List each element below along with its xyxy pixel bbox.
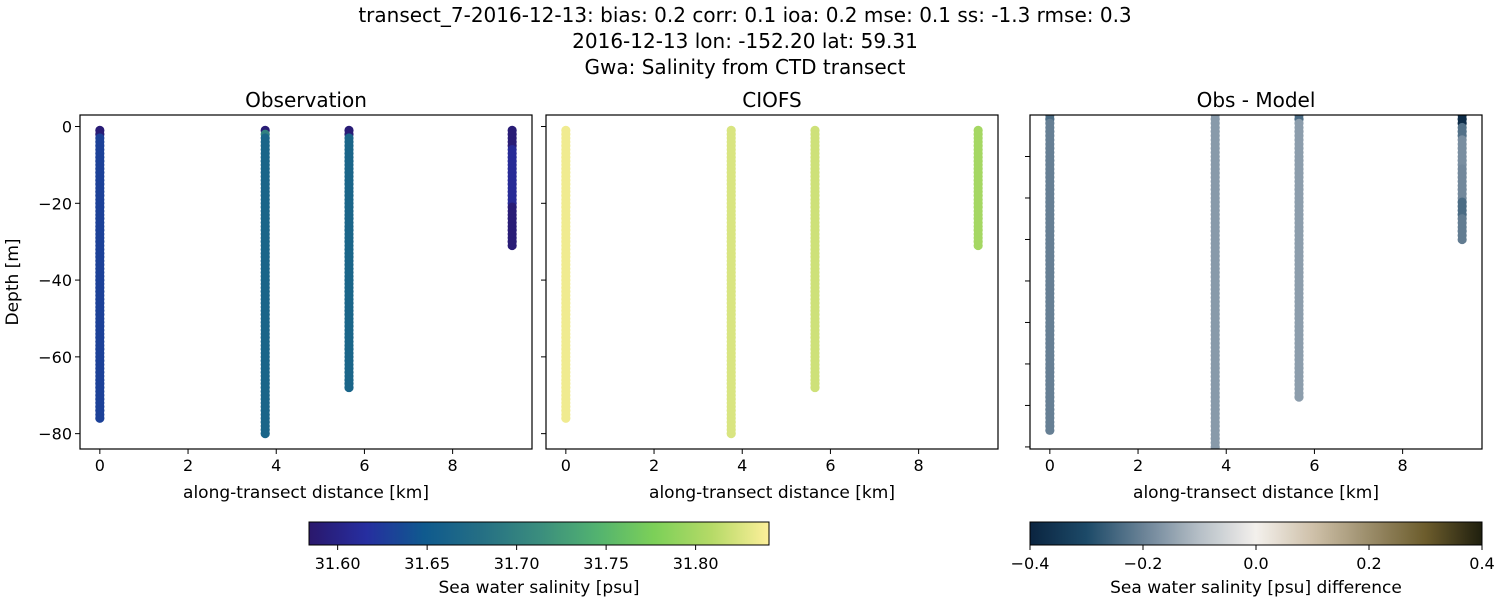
colorbar-label: Sea water salinity [psu]: [439, 578, 640, 598]
colorbar-tick-label: 31.80: [673, 554, 719, 573]
panel-title: Observation: [245, 88, 367, 112]
data-point: [1211, 451, 1220, 460]
x-tick-label: 4: [271, 456, 281, 475]
axes-frame: [79, 114, 533, 450]
panel-1: CIOFS 0 2 4 6 8 along-transect distance [km]: [541, 88, 999, 503]
colorbar-tick-label: 0.4: [1469, 554, 1494, 573]
data-points: [561, 125, 983, 439]
data-point: [95, 413, 105, 423]
x-tick-label: 8: [1398, 456, 1408, 475]
data-points: [95, 125, 517, 439]
colorbar-tick-label: 31.75: [583, 554, 629, 573]
colorbar-tick-label: −0.2: [1124, 554, 1163, 573]
colorbar-tick-label: 0.0: [1243, 554, 1268, 573]
colorbar-1: −0.4 −0.2 0.0 0.2 0.4 Sea water salinity [psu…: [1011, 521, 1495, 598]
x-tick-label: 2: [1133, 456, 1143, 475]
x-tick-label: 2: [183, 456, 193, 475]
panel-2: Obs - Model 0 2 4 6 8 along-transect distance …: [1025, 88, 1483, 503]
colorbar-tick-label: −0.4: [1011, 554, 1050, 573]
figure-title-line-2: 2016-12-13 lon: -152.20 lat: 59.31: [572, 29, 918, 53]
panel-0: Observation 0 2 4 6 8 along-transect distance …: [3, 88, 533, 503]
axes-frame: [1029, 114, 1483, 450]
data-point: [561, 413, 571, 423]
panel-title: CIOFS: [742, 88, 801, 112]
data-point: [726, 429, 736, 439]
y-tick-label: 0: [62, 118, 72, 137]
colorbar-label: Sea water salinity [psu] difference: [1110, 578, 1402, 598]
x-axis-label: along-transect distance [km]: [1133, 483, 1379, 503]
data-point: [1457, 234, 1467, 245]
y-tick-label: −80: [38, 425, 72, 444]
colorbar-tick-label: 31.70: [494, 554, 540, 573]
data-point: [344, 382, 354, 393]
axes-frame: [545, 114, 999, 450]
y-tick-label: −60: [38, 348, 72, 367]
data-point: [973, 240, 983, 251]
y-tick-label: −20: [38, 194, 72, 213]
y-axis-label: Depth [m]: [3, 238, 23, 325]
data-point: [1045, 425, 1055, 435]
panel-title: Obs - Model: [1197, 88, 1316, 112]
colorbar-ramp: [1029, 521, 1483, 546]
colorbar-0: 31.60 31.65 31.70 31.75 31.80 Sea water salin…: [308, 521, 770, 598]
y-tick-label: −40: [38, 271, 72, 290]
colorbar-tick-label: 31.60: [315, 554, 361, 573]
x-tick-label: 2: [649, 456, 659, 475]
x-tick-label: 0: [561, 456, 571, 475]
x-tick-label: 6: [359, 456, 369, 475]
data-point: [1211, 446, 1220, 449]
x-axis-label: along-transect distance [km]: [649, 483, 895, 503]
data-point: [1294, 392, 1304, 402]
x-tick-label: 4: [1221, 456, 1231, 475]
figure-title-line-1: transect_7-2016-12-13: bias: 0.2 corr: 0…: [358, 3, 1132, 27]
x-tick-label: 4: [737, 456, 747, 475]
x-tick-label: 0: [1045, 456, 1055, 475]
colorbar-tick-label: 0.2: [1356, 554, 1381, 573]
data-point: [810, 382, 820, 393]
figure-title-line-3: Gwa: Salinity from CTD transect: [584, 55, 906, 79]
x-tick-label: 8: [914, 456, 924, 475]
colorbar-ramp: [308, 521, 770, 546]
data-point: [260, 429, 270, 439]
data-points: [1045, 115, 1467, 460]
colorbar-tick-label: 31.65: [404, 554, 450, 573]
data-point: [507, 240, 517, 251]
x-tick-label: 0: [95, 456, 105, 475]
x-tick-label: 6: [1309, 456, 1319, 475]
x-tick-label: 6: [825, 456, 835, 475]
x-tick-label: 8: [448, 456, 458, 475]
x-axis-label: along-transect distance [km]: [183, 483, 429, 503]
